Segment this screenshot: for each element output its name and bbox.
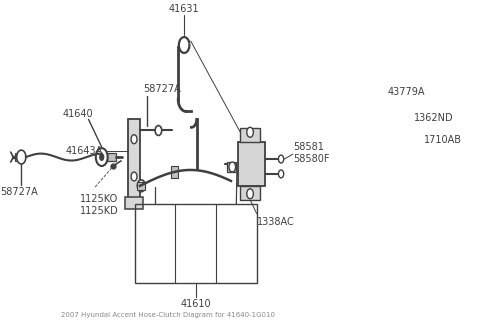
Circle shape xyxy=(99,153,104,161)
Circle shape xyxy=(418,156,425,166)
Bar xyxy=(238,142,264,186)
Circle shape xyxy=(17,150,26,164)
Text: 41640: 41640 xyxy=(63,109,93,119)
Bar xyxy=(128,119,140,199)
Circle shape xyxy=(155,126,162,136)
Bar xyxy=(171,166,178,178)
Circle shape xyxy=(131,172,137,181)
Bar xyxy=(227,162,236,172)
Text: 1125KD: 1125KD xyxy=(80,206,119,215)
Text: 1710AB: 1710AB xyxy=(423,135,461,145)
Text: 1362ND: 1362ND xyxy=(414,114,453,123)
Bar xyxy=(107,153,116,161)
Bar xyxy=(137,182,145,190)
Text: 58727A: 58727A xyxy=(0,187,37,197)
Text: 41643A: 41643A xyxy=(66,146,103,156)
Circle shape xyxy=(247,189,253,199)
Circle shape xyxy=(247,127,253,137)
Text: 2007 Hyundai Accent Hose-Clutch Diagram for 41640-1G010: 2007 Hyundai Accent Hose-Clutch Diagram … xyxy=(60,312,275,318)
Circle shape xyxy=(229,162,236,172)
Bar xyxy=(15,153,21,161)
Text: 58580F: 58580F xyxy=(294,154,330,164)
Text: 43779A: 43779A xyxy=(387,87,425,97)
Text: 1338AC: 1338AC xyxy=(257,216,295,227)
Text: 58581: 58581 xyxy=(294,142,324,152)
Circle shape xyxy=(131,135,137,144)
Bar xyxy=(240,128,260,142)
Text: 41631: 41631 xyxy=(169,4,200,14)
Circle shape xyxy=(96,148,108,166)
Bar xyxy=(240,186,260,200)
Bar xyxy=(135,204,257,283)
Bar xyxy=(125,197,143,209)
Circle shape xyxy=(278,170,284,178)
Text: 41610: 41610 xyxy=(180,299,211,309)
Circle shape xyxy=(278,155,284,163)
Text: 1125KO: 1125KO xyxy=(80,194,118,204)
Text: 58727A: 58727A xyxy=(143,84,181,94)
Circle shape xyxy=(137,180,145,192)
